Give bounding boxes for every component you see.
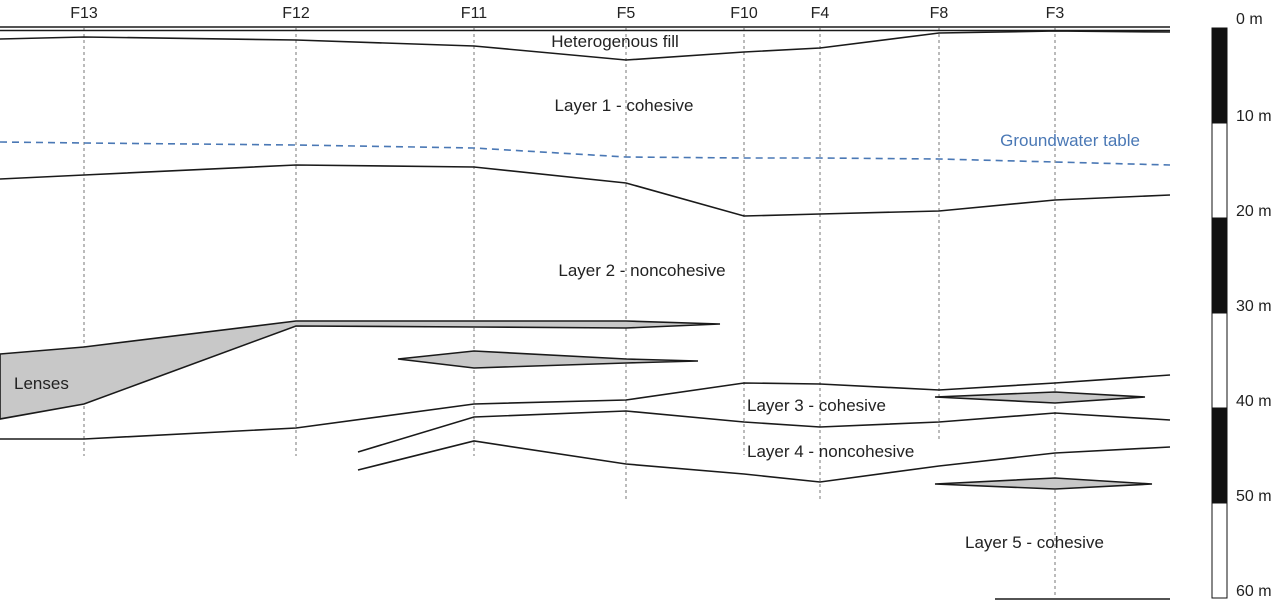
scale-segment — [1211, 312, 1228, 409]
label-heterogenous-fill: Heterogenous fill — [551, 32, 679, 51]
groundwater-table-line — [0, 141, 1171, 166]
scale-segment — [1211, 122, 1228, 219]
borehole-label: F13 — [70, 5, 98, 22]
scale-label: 40 m — [1236, 393, 1272, 410]
borehole-label: F3 — [1046, 5, 1065, 22]
lens-f3-lower — [934, 477, 1153, 490]
borehole-label: F10 — [730, 5, 758, 22]
depth-scale-bar: 0 m 10 m 20 m 30 m 40 m 50 m 60 m — [1211, 11, 1272, 600]
lens-large — [0, 320, 721, 420]
borehole-label: F12 — [282, 5, 310, 22]
label-layer1: Layer 1 - cohesive — [555, 96, 694, 115]
scale-segment — [1211, 217, 1228, 314]
label-groundwater-table: Groundwater table — [1000, 131, 1140, 150]
borehole-label: F8 — [930, 5, 949, 22]
scale-label: 60 m — [1236, 583, 1272, 600]
lens-f3-upper — [934, 391, 1146, 404]
borehole-labels: F13 F12 F11 F5 F10 F4 F8 F3 — [70, 5, 1064, 22]
label-lenses: Lenses — [14, 374, 69, 393]
layer3-bottom-boundary — [357, 410, 1171, 453]
fill-bottom-boundary — [0, 30, 1171, 61]
layer2-bottom-boundary — [0, 374, 1171, 440]
borehole-label: F5 — [617, 5, 636, 22]
scale-label: 10 m — [1236, 108, 1272, 125]
scale-label: 30 m — [1236, 298, 1272, 315]
scale-label: 20 m — [1236, 203, 1272, 220]
borehole-label: F4 — [811, 5, 830, 22]
layer4-bottom-boundary — [357, 440, 1171, 483]
scale-segment — [1211, 502, 1228, 599]
label-layer5: Layer 5 - cohesive — [965, 533, 1104, 552]
layer1-bottom-boundary — [0, 164, 1171, 217]
label-layer2: Layer 2 - noncohesive — [558, 261, 725, 280]
label-layer3: Layer 3 - cohesive — [747, 396, 886, 415]
scale-segment — [1211, 407, 1228, 504]
lens-f11 — [397, 350, 699, 369]
scale-segment — [1211, 27, 1228, 124]
borehole-lines — [83, 28, 1056, 598]
borehole-label: F11 — [461, 5, 487, 22]
scale-label: 50 m — [1236, 488, 1272, 505]
label-layer4: Layer 4 - noncohesive — [747, 442, 914, 461]
scale-label: 0 m — [1236, 11, 1263, 28]
